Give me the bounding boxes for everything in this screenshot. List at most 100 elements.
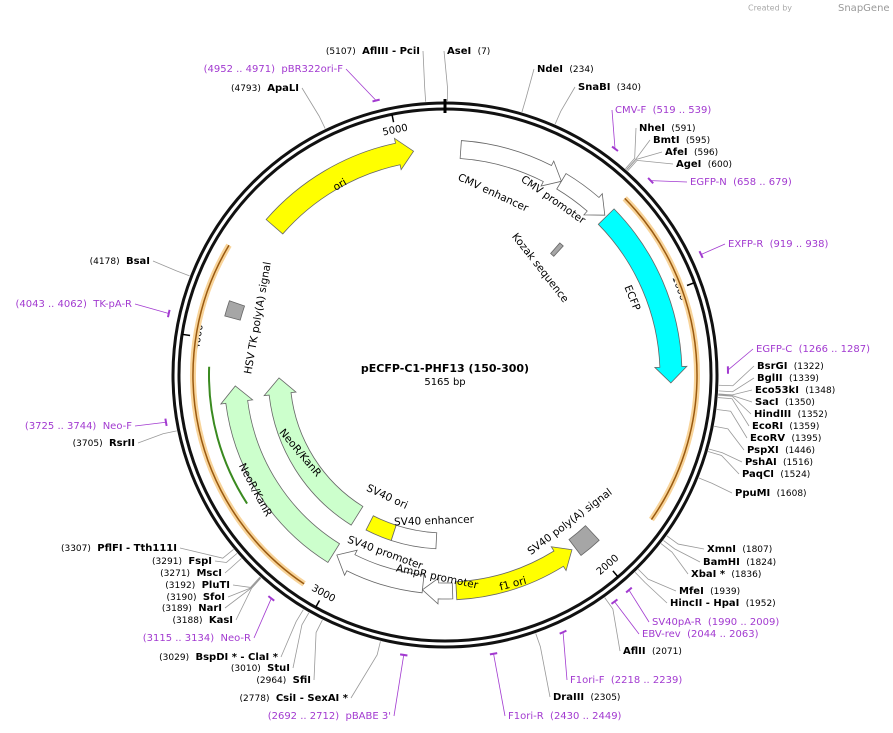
site-connector <box>179 547 234 559</box>
site-name: BsaI <box>126 256 150 267</box>
primer-label: (4043 .. 4062) TK-pA-R <box>15 299 132 310</box>
primer-name: pBR322ori-F <box>281 64 343 75</box>
feature-hsv-tk-polya <box>224 300 246 321</box>
site-pos: (1824) <box>746 558 776 568</box>
primer-pos: (919 .. 938) <box>770 239 829 250</box>
primer-connector <box>727 348 754 371</box>
site-pos: (1952) <box>746 599 776 609</box>
site-connector <box>535 633 551 698</box>
primer-name: Neo-F <box>103 421 133 432</box>
site-pos: (3271) <box>160 569 190 579</box>
site-pos: (3705) <box>73 439 103 449</box>
feature-label: Kozak sequence <box>509 231 571 305</box>
site-label: AflII (2071) <box>623 646 682 657</box>
site-pos: (4793) <box>231 84 261 94</box>
site-name: XmnI <box>707 544 736 555</box>
primer-pos: (3115 .. 3134) <box>143 633 215 644</box>
site-connector <box>626 151 663 171</box>
site-label: (3188) KasI <box>173 615 233 626</box>
primer-name: TK-pA-R <box>92 299 132 310</box>
site-connector <box>350 641 381 699</box>
primer-name: SV40pA-R <box>652 617 701 628</box>
primer-label: CMV-F (519 .. 539) <box>615 105 711 116</box>
site-name: ApaLI <box>267 83 299 94</box>
primer-mark <box>698 250 704 259</box>
site-pos: (1524) <box>780 470 810 480</box>
site-connector <box>634 572 668 604</box>
feature-label: SV40 poly(A) signal <box>525 486 614 557</box>
annotation-line <box>624 197 698 520</box>
site-label: EcoRI (1359) <box>752 421 819 432</box>
primer-name: EGFP-C <box>756 344 792 355</box>
site-connector <box>718 389 753 396</box>
annotation-line <box>192 244 305 585</box>
site-label: HincII - HpaI (1952) <box>670 598 776 609</box>
site-connector <box>637 568 677 592</box>
primer-label: EBV-rev (2044 .. 2063) <box>642 629 759 640</box>
site-label: NheI (591) <box>639 123 696 134</box>
site-pos: (1807) <box>742 545 772 555</box>
feature-sv40-promoter <box>336 549 425 594</box>
feature-label: SV40 enhancer <box>394 514 475 529</box>
backbone-outer <box>171 101 719 649</box>
site-pos: (2964) <box>256 676 286 686</box>
credit: Created by <box>748 4 792 13</box>
site-label: HindIII (1352) <box>754 409 828 420</box>
primer-mark <box>489 652 498 656</box>
primer-mark <box>610 598 619 605</box>
site-pos: (3291) <box>152 557 182 567</box>
site-label: (4178) BsaI <box>90 256 150 267</box>
primer-label: (2692 .. 2712) pBABE 3' <box>268 711 391 722</box>
site-pos: (595) <box>686 136 710 146</box>
site-label: XbaI * (1836) <box>691 569 761 580</box>
site-pos: (1339) <box>789 374 819 384</box>
site-pos: (2305) <box>591 693 621 703</box>
site-connector <box>604 597 621 652</box>
primer-connector <box>253 598 272 639</box>
site-label: (3190) SfoI <box>167 592 225 603</box>
site-label: MfeI (1939) <box>679 586 740 597</box>
site-pos: (1352) <box>798 410 828 420</box>
site-name: AflII <box>623 646 646 657</box>
ring-tick-label: 5000 <box>382 123 409 139</box>
plasmid-name: pECFP-C1-PHF13 (150-300) <box>361 362 529 375</box>
primer-pos: (1990 .. 2009) <box>708 617 780 628</box>
site-label: (2778) CsiI - SexAI * <box>240 693 349 704</box>
primer-connector <box>134 303 169 314</box>
site-connector <box>443 50 448 102</box>
site-name: PshAI <box>745 457 777 468</box>
brand[interactable]: SnapGene <box>838 3 890 14</box>
primer-connector <box>134 421 167 427</box>
site-connector <box>714 425 745 451</box>
site-pos: (1836) <box>731 570 761 580</box>
site-label: SacI (1350) <box>755 397 815 408</box>
site-connector <box>625 127 637 170</box>
primer-mark <box>372 98 380 103</box>
primer-pos: (2430 .. 2449) <box>550 711 622 722</box>
primer-pos: (3725 .. 3744) <box>25 421 97 432</box>
site-pos: (1939) <box>710 587 740 597</box>
site-connector <box>224 558 242 574</box>
site-pos: (2778) <box>240 694 270 704</box>
site-pos: (1608) <box>777 489 807 499</box>
site-label: (3192) PluTI <box>165 580 230 591</box>
feature-label: ori <box>331 176 349 193</box>
site-pos: (7) <box>478 47 491 57</box>
site-connector <box>280 609 304 658</box>
feature-sv40-enhancer <box>390 524 438 550</box>
site-label: Eco53kI (1348) <box>755 385 835 396</box>
site-label: (3189) NarI <box>162 603 222 614</box>
site-connector <box>718 394 752 415</box>
site-label: PshAI (1516) <box>745 457 813 468</box>
feature-ecfp <box>597 208 688 384</box>
feature-cmv-promoter <box>556 173 606 216</box>
ring-tick-label: 2000 <box>595 553 621 578</box>
site-label: (5107) AflIII - PciI <box>326 46 420 57</box>
site-pos: (1395) <box>791 434 821 444</box>
site-label: (3291) FspI <box>152 556 212 567</box>
primer-mark <box>164 418 168 427</box>
site-connector <box>521 68 535 113</box>
site-connector <box>313 619 323 681</box>
site-name: PspXI <box>747 445 779 456</box>
